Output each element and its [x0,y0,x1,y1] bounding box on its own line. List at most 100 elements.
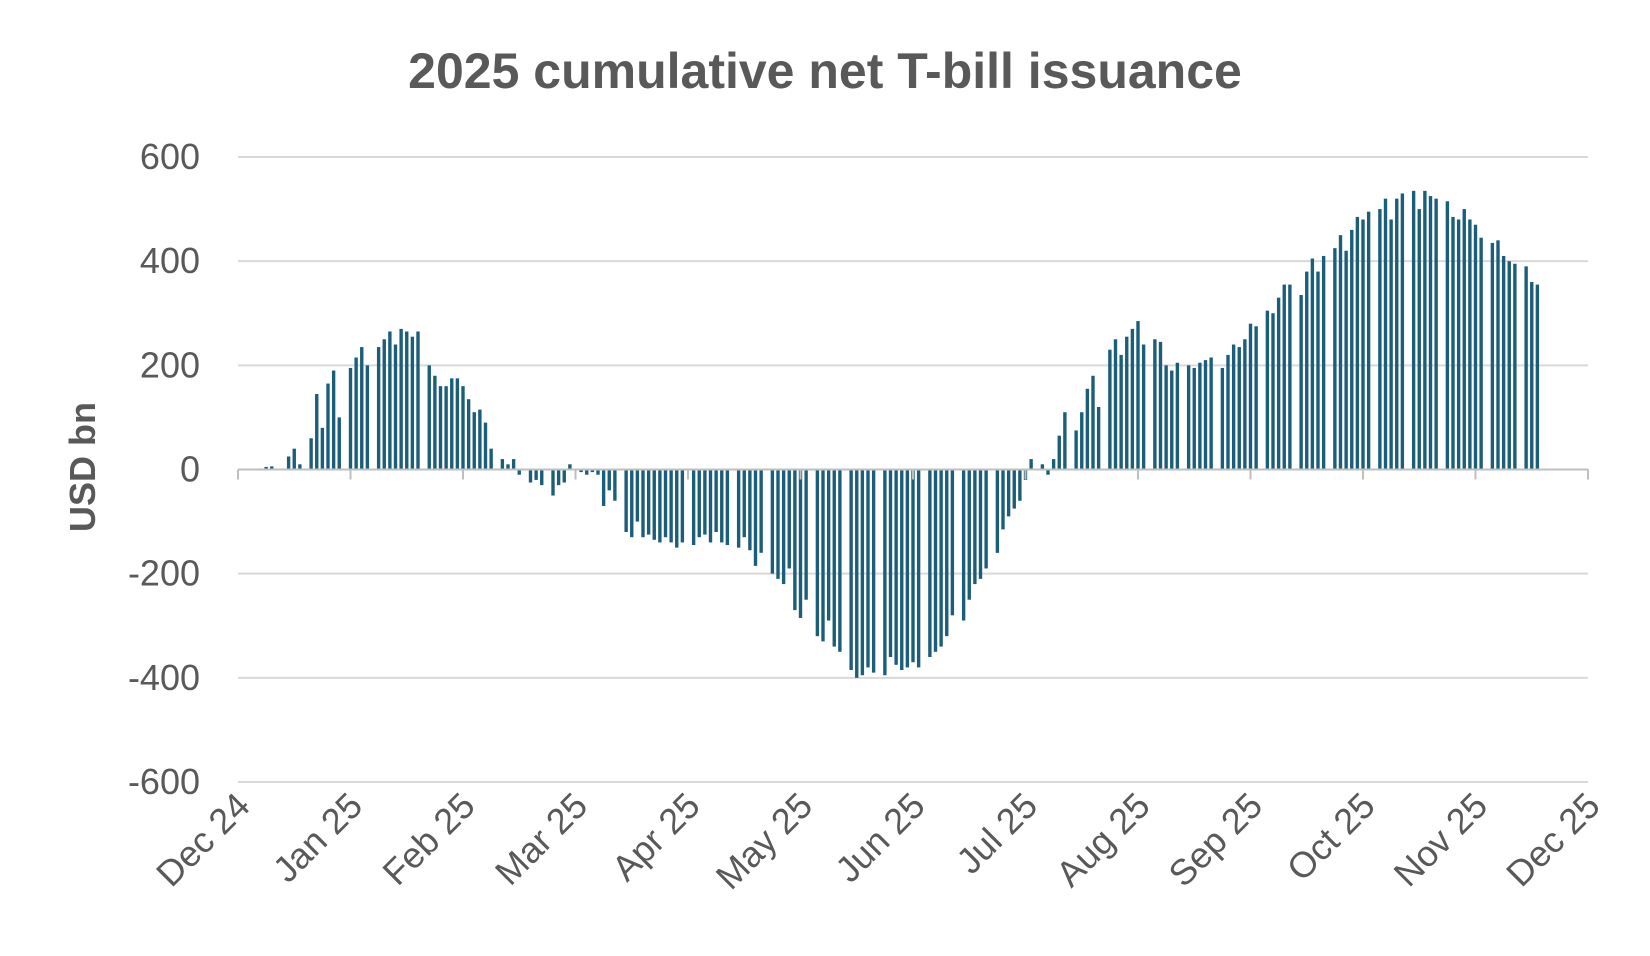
bar [585,469,589,475]
bar [1040,464,1045,470]
bar [1316,271,1320,470]
bar [1282,284,1286,470]
bar [973,469,977,585]
x-tick-label: Mar 25 [487,785,595,893]
bar [967,469,971,600]
bar [1170,370,1174,470]
bar [540,469,544,486]
bar [320,427,325,470]
bar [866,469,870,668]
bar [680,469,685,543]
bar [1136,321,1140,470]
bar [1063,412,1067,470]
bar [1288,284,1292,470]
bar [663,469,668,538]
bar [1451,216,1455,470]
bar [624,469,628,532]
bar [1158,341,1163,470]
bar [793,469,797,611]
bar [292,448,296,470]
bar [675,469,679,548]
x-axis [237,468,1589,480]
bar [697,469,701,538]
bar [1445,201,1450,470]
bar [450,378,454,470]
bar [776,469,780,579]
bar [900,469,904,671]
bar [1091,375,1095,470]
bar [1186,365,1191,470]
bar [1119,354,1123,470]
x-tick-label: Jan 25 [265,785,370,890]
bar [1507,261,1511,470]
bar [720,469,724,543]
bar [1130,328,1135,470]
bar [382,339,386,470]
bar [1164,365,1168,470]
bar [871,469,876,673]
bar [590,469,595,473]
x-tick-label: Dec 25 [1498,785,1608,895]
bar [472,412,476,470]
bar [1271,313,1275,470]
bar [1192,367,1196,470]
bar [736,469,741,548]
bar [1108,349,1112,470]
bar [1074,430,1078,470]
bar [489,448,493,470]
bar [1462,209,1466,470]
y-axis-label: USD bn [62,402,103,532]
bar [1096,407,1101,470]
bar [427,365,431,470]
bar [309,438,313,470]
bar [1209,357,1213,470]
y-tick-label: -600 [128,761,200,802]
bar [1530,282,1534,470]
bar [781,469,786,585]
bar [708,469,713,543]
bar [939,469,943,647]
bar [354,357,358,470]
bar [742,469,746,538]
bar [849,469,853,671]
bar [1305,271,1309,470]
bar [1389,219,1393,470]
bar [1203,360,1208,470]
bar [596,469,600,475]
x-tick-label: Apr 25 [604,785,708,889]
bar [1344,250,1348,470]
bar [1080,412,1084,470]
bar [658,469,662,543]
bar [466,399,471,470]
x-tick-label: Aug 25 [1048,785,1158,895]
bar [1361,219,1365,470]
bar [652,469,656,540]
bar [1310,258,1315,470]
bar [911,469,915,663]
bar [1468,219,1472,470]
y-tick-labels: 600 400 200 0 -200 -400 -600 [128,136,200,802]
bar [1141,344,1146,470]
x-tick-label: Sep 25 [1160,785,1270,895]
gridlines [238,156,1588,783]
bar [1198,362,1202,470]
bar [916,469,921,668]
bar [1383,198,1388,470]
x-tick-label: Nov 25 [1386,785,1496,895]
bar [1395,198,1399,470]
y-tick-label: 600 [140,136,200,177]
bar [613,469,617,501]
bar [995,469,1000,553]
bar [1085,388,1090,470]
bar [804,469,808,600]
bar [360,347,364,470]
bar [1479,237,1483,470]
bar [815,469,820,637]
bar [405,331,409,470]
y-tick-label: 200 [140,344,200,385]
bar [410,336,415,470]
bar [348,367,353,470]
bar [562,469,566,483]
bar [1434,198,1438,470]
bar [416,331,420,470]
